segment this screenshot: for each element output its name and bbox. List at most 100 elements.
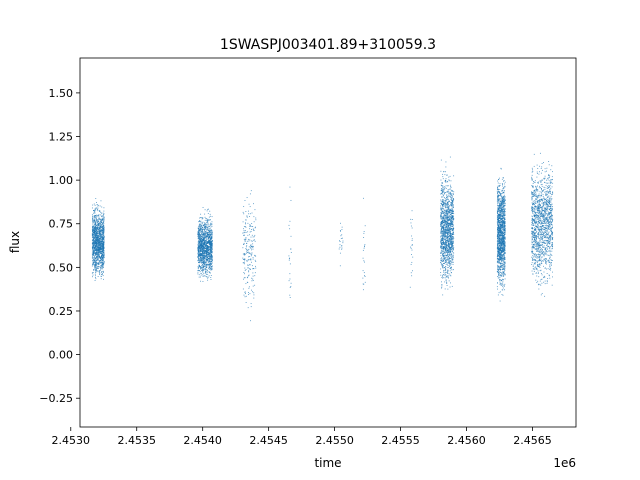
data-point [93,255,95,257]
data-point [210,241,212,243]
data-point [451,244,453,246]
data-point [93,255,95,256]
data-point [211,216,213,218]
data-point [96,233,98,235]
data-point [102,214,104,216]
data-point [197,271,199,273]
data-point [199,271,201,273]
data-point [255,255,257,257]
data-point [446,285,448,286]
data-point [209,259,211,261]
data-point [444,227,446,229]
data-point [441,199,443,201]
data-point [254,209,256,211]
data-point [451,255,453,256]
data-point [101,261,103,263]
data-point [447,239,449,241]
data-point [446,239,448,241]
data-point [202,227,204,229]
data-point [362,249,364,251]
data-point [496,246,498,248]
data-point [289,186,291,188]
data-point [452,215,454,217]
data-point [96,226,98,228]
data-point [202,255,204,257]
data-point [208,249,210,251]
data-point [206,255,208,257]
data-point [201,250,202,252]
data-point [453,248,454,249]
data-point [442,255,444,257]
data-point [443,251,445,253]
data-point [202,244,204,246]
data-point [102,224,104,226]
data-point [102,238,104,240]
data-point [199,248,201,250]
data-point [205,249,207,251]
data-point [497,194,499,196]
data-point [98,243,100,245]
data-point [447,259,449,261]
data-point [207,264,209,266]
data-point [497,264,499,266]
data-point [197,254,199,256]
data-point [202,252,204,254]
data-point [92,219,94,221]
data-point [200,249,202,251]
data-point [204,232,206,234]
data-point [498,211,500,213]
data-point [441,227,443,229]
data-point [101,257,103,259]
data-point [444,215,446,217]
data-point [206,222,208,224]
data-point [447,236,448,238]
data-point [244,267,246,269]
data-point [452,221,454,223]
data-point [497,234,498,235]
data-point [199,266,201,268]
data-point [364,275,365,277]
data-point [96,264,97,266]
data-point [342,242,344,244]
data-point [97,240,99,242]
data-point [211,251,213,253]
data-point [93,234,95,236]
data-point [94,269,96,271]
data-point [92,234,93,236]
data-point [450,221,452,223]
data-point [102,246,104,248]
data-point [442,228,444,230]
data-point [94,230,96,232]
data-point [450,240,451,242]
data-point [443,257,445,259]
data-point [210,240,211,242]
data-point [499,258,501,260]
data-point [449,210,450,212]
data-point [205,250,207,252]
data-point [97,250,99,252]
data-point [91,243,93,245]
data-point [91,250,93,252]
data-point [440,236,442,238]
data-point [199,239,200,241]
data-point [92,250,94,252]
data-point [445,268,447,270]
data-point [200,213,202,215]
data-point [92,272,94,273]
data-point [289,263,291,265]
data-point [250,303,252,305]
data-point [501,261,503,262]
data-point [103,222,105,224]
data-point [210,245,212,247]
data-point [101,226,103,227]
data-point [199,257,201,259]
data-point [290,282,292,284]
data-point [201,250,203,252]
data-point [442,222,444,224]
data-point [207,250,209,252]
data-point [198,245,200,247]
data-point [92,204,94,206]
data-point [448,258,450,260]
data-point [207,255,209,257]
data-point [448,261,449,263]
